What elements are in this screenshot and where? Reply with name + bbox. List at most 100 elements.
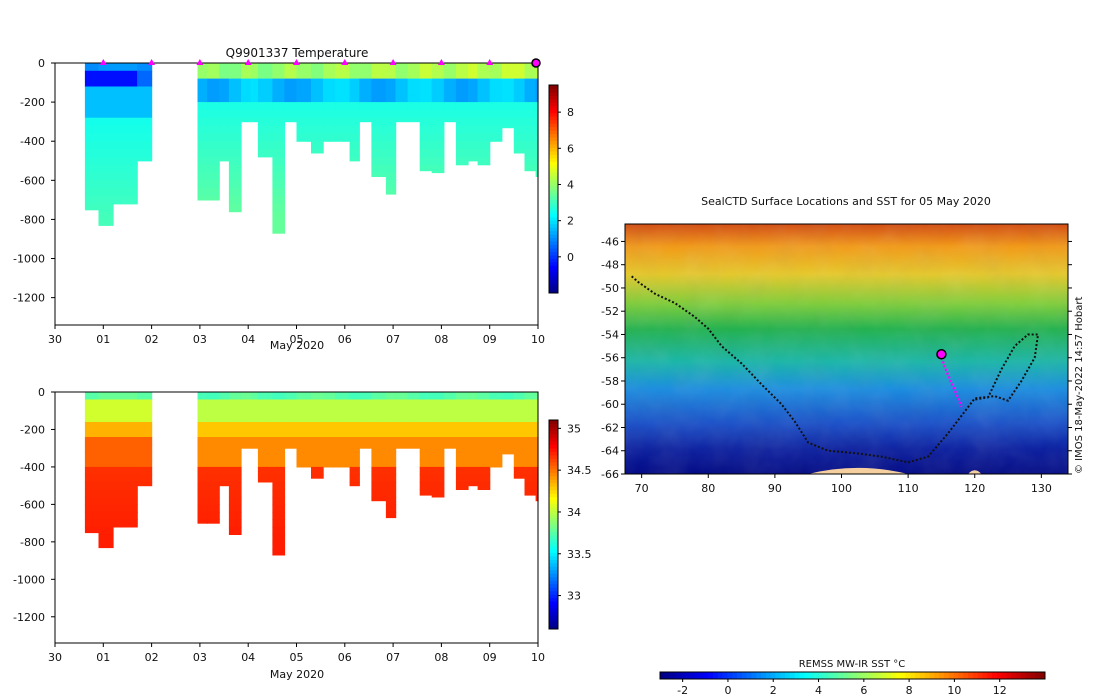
section-cell [524, 141, 537, 150]
section-cell [84, 196, 99, 205]
section-cell [311, 102, 324, 111]
section-cell [228, 141, 242, 150]
section-cell [219, 474, 230, 483]
section-cell [371, 422, 387, 431]
section-cell [228, 94, 242, 103]
section-cell [272, 474, 286, 483]
temperature-y-axis: 0 -200 -400 -600 -800 -1000 -1200 [13, 57, 55, 305]
colorbar-segment [549, 279, 558, 284]
section-cell [272, 211, 286, 220]
section-cell [197, 172, 208, 181]
section-cell [419, 78, 433, 87]
section-cell [84, 489, 99, 498]
section-cell [84, 399, 99, 408]
section-cell [489, 399, 503, 408]
section-cell [395, 399, 409, 408]
section-cell [371, 444, 387, 453]
colorbar-segment [549, 258, 558, 263]
colorbar-segment [549, 102, 558, 107]
section-cell [250, 399, 259, 408]
section-cell [524, 63, 537, 72]
section-cell [359, 437, 372, 446]
section-cell [197, 117, 208, 127]
section-cell [311, 149, 324, 154]
section-cell [455, 109, 469, 119]
colorbar-segment [905, 672, 911, 679]
section-cell [385, 63, 397, 72]
y-tick-label: 0 [38, 386, 45, 399]
colorbar-segment [910, 672, 916, 679]
section-cell [477, 133, 491, 142]
section-cell [431, 109, 445, 119]
section-cell [197, 422, 208, 431]
colorbar-segment [549, 251, 558, 256]
section-cell [535, 399, 539, 408]
section-cell [311, 422, 324, 431]
section-cell [407, 78, 421, 87]
colorbar-segment [684, 672, 690, 679]
colorbar-segment [693, 672, 699, 679]
section-cell [98, 534, 114, 543]
section-cell [311, 94, 324, 103]
colorbar-segment [549, 601, 558, 606]
section-cell [284, 86, 298, 95]
section-cell [371, 451, 387, 460]
section-cell [113, 172, 138, 181]
section-cell [443, 429, 457, 438]
section-cell [257, 109, 273, 119]
section-cell [489, 429, 503, 438]
colorbar-tick-label: 33.5 [567, 548, 592, 561]
section-cell [272, 437, 286, 446]
section-cell [284, 444, 298, 449]
section-cell [98, 504, 114, 513]
section-cell [535, 117, 539, 127]
section-cell [272, 466, 286, 475]
section-cell [84, 526, 99, 534]
section-cell [385, 133, 397, 142]
colorbar-segment [833, 672, 839, 679]
section-cell [455, 102, 469, 111]
section-cell [272, 70, 286, 80]
section-cell [98, 444, 114, 453]
section-cell [113, 407, 138, 416]
section-cell [335, 414, 351, 423]
section-cell [371, 459, 387, 468]
colorbar-segment [549, 458, 558, 463]
section-cell [207, 78, 220, 87]
section-cell [228, 109, 242, 119]
section-cell [207, 444, 220, 453]
section-cell [113, 94, 138, 103]
colorbar-segment [549, 573, 558, 578]
section-cell [489, 451, 503, 460]
salinity-colorbar: 33 33.5 34 34.5 35 [548, 419, 592, 630]
section-cell [535, 172, 539, 177]
colorbar-tick-label: 0 [724, 684, 731, 697]
section-cell [443, 70, 457, 80]
section-cell [113, 109, 138, 119]
section-cell [395, 422, 409, 431]
section-cell [272, 219, 286, 228]
section-cell [84, 78, 99, 87]
section-cell [241, 399, 252, 408]
colorbar-segment [895, 672, 902, 679]
colorbar-segment [549, 275, 558, 280]
section-cell [431, 70, 445, 80]
x-tick-label: 01 [96, 333, 110, 346]
colorbar-segment [549, 486, 558, 491]
section-cell [385, 451, 397, 460]
section-cell [207, 422, 220, 431]
colorbar-segment [549, 247, 558, 252]
land-patch [808, 467, 909, 474]
section-cell [113, 188, 138, 197]
section-cell [419, 466, 433, 475]
section-cell [431, 102, 445, 111]
colorbar-segment [549, 189, 558, 193]
section-cell [84, 459, 99, 468]
section-cell [407, 109, 421, 119]
section-cell [385, 86, 397, 95]
section-cell [257, 459, 273, 468]
section-cell [371, 86, 387, 95]
section-cell [535, 459, 539, 468]
colorbar-segment [549, 423, 558, 428]
section-cell [371, 496, 387, 502]
